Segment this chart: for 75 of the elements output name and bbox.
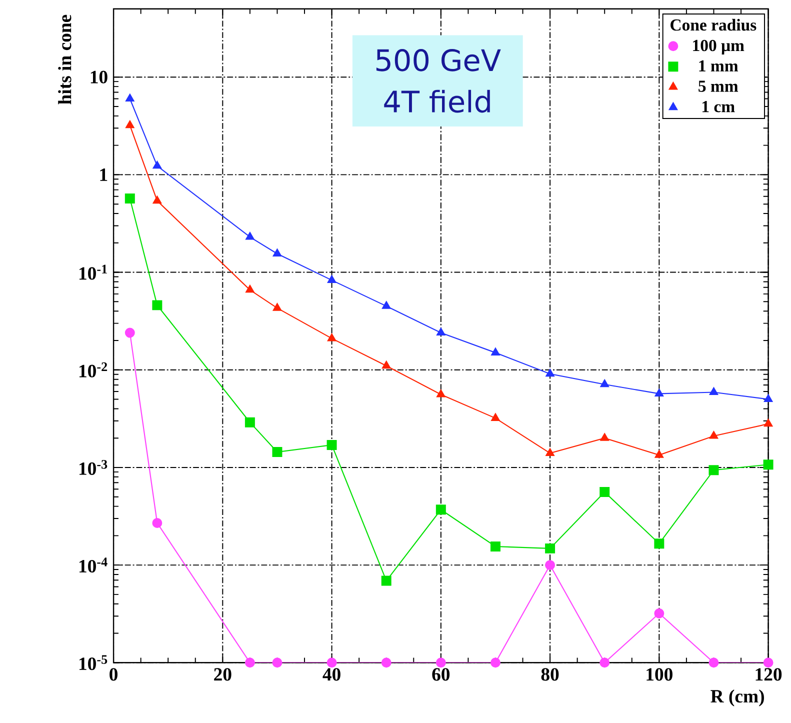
x-tick-label: 100: [646, 668, 672, 681]
legend-label: 5 mm: [698, 80, 738, 92]
point: [654, 388, 664, 397]
point: [124, 328, 135, 338]
point: [124, 194, 135, 204]
point: [436, 390, 446, 398]
point: [764, 394, 773, 402]
point: [764, 418, 773, 427]
point: [709, 431, 718, 439]
y-tick-label: 10: [90, 70, 108, 84]
point: [436, 328, 446, 336]
point: [491, 413, 500, 421]
point: [545, 544, 556, 554]
point: [272, 447, 282, 458]
point: [600, 658, 610, 668]
point: [709, 387, 718, 396]
point: [126, 120, 134, 128]
y-tick-label: 10$^{-4}$: [79, 558, 108, 573]
point: [545, 560, 556, 570]
point: [382, 301, 391, 309]
y-tick-label: 1: [100, 168, 108, 181]
point: [246, 232, 254, 240]
point: [381, 658, 392, 668]
point: [546, 368, 554, 377]
annotation: 500 GeV: [376, 49, 501, 72]
x-tick-label: 40: [322, 668, 340, 681]
point: [436, 658, 446, 668]
point: [272, 658, 282, 668]
point: [763, 658, 774, 668]
point: [490, 658, 500, 668]
point: [326, 658, 337, 668]
point: [654, 538, 664, 549]
point: [546, 448, 554, 456]
point: [152, 518, 162, 528]
y-tick-label: 10$^{-1}$: [79, 264, 107, 280]
point: [152, 196, 162, 204]
legend-title: Cone radius: [670, 18, 756, 31]
point: [272, 303, 282, 311]
point: [708, 658, 719, 668]
y-tick-label: 10$^{-2}$: [79, 362, 108, 378]
x-tick-label: 20: [214, 668, 232, 681]
point: [654, 450, 664, 458]
point: [436, 504, 446, 515]
x-tick-label: 80: [541, 668, 559, 681]
point: [654, 608, 664, 618]
point: [272, 248, 282, 257]
point: [126, 94, 134, 102]
x-tick-label: 120: [756, 668, 782, 681]
point: [382, 360, 391, 369]
point: [244, 658, 255, 668]
legend-label: 1 mm: [699, 60, 738, 72]
y-tick-label: 10$^{-3}$: [79, 460, 108, 476]
point: [763, 460, 774, 470]
legend-label: 100 μm: [693, 40, 744, 55]
point: [490, 542, 500, 552]
point: [246, 284, 254, 293]
point: [327, 333, 336, 342]
legend-label: 1 cm: [702, 101, 735, 112]
y-axis-title: hits in cone: [58, 14, 72, 104]
annotation: 4T field: [384, 90, 490, 113]
point: [491, 348, 500, 356]
point: [327, 275, 336, 283]
x-tick-label: 0: [110, 668, 118, 681]
point: [326, 440, 337, 450]
point: [152, 160, 162, 169]
point: [708, 465, 719, 476]
point: [152, 300, 162, 310]
point: [381, 576, 392, 586]
y-tick-label: 10$^{-5}$: [79, 655, 108, 670]
point: [600, 433, 609, 441]
point: [244, 417, 255, 428]
point: [600, 379, 609, 388]
point: [600, 487, 610, 498]
x-axis-title: R (cm): [710, 690, 764, 706]
x-tick-label: 60: [432, 668, 450, 681]
